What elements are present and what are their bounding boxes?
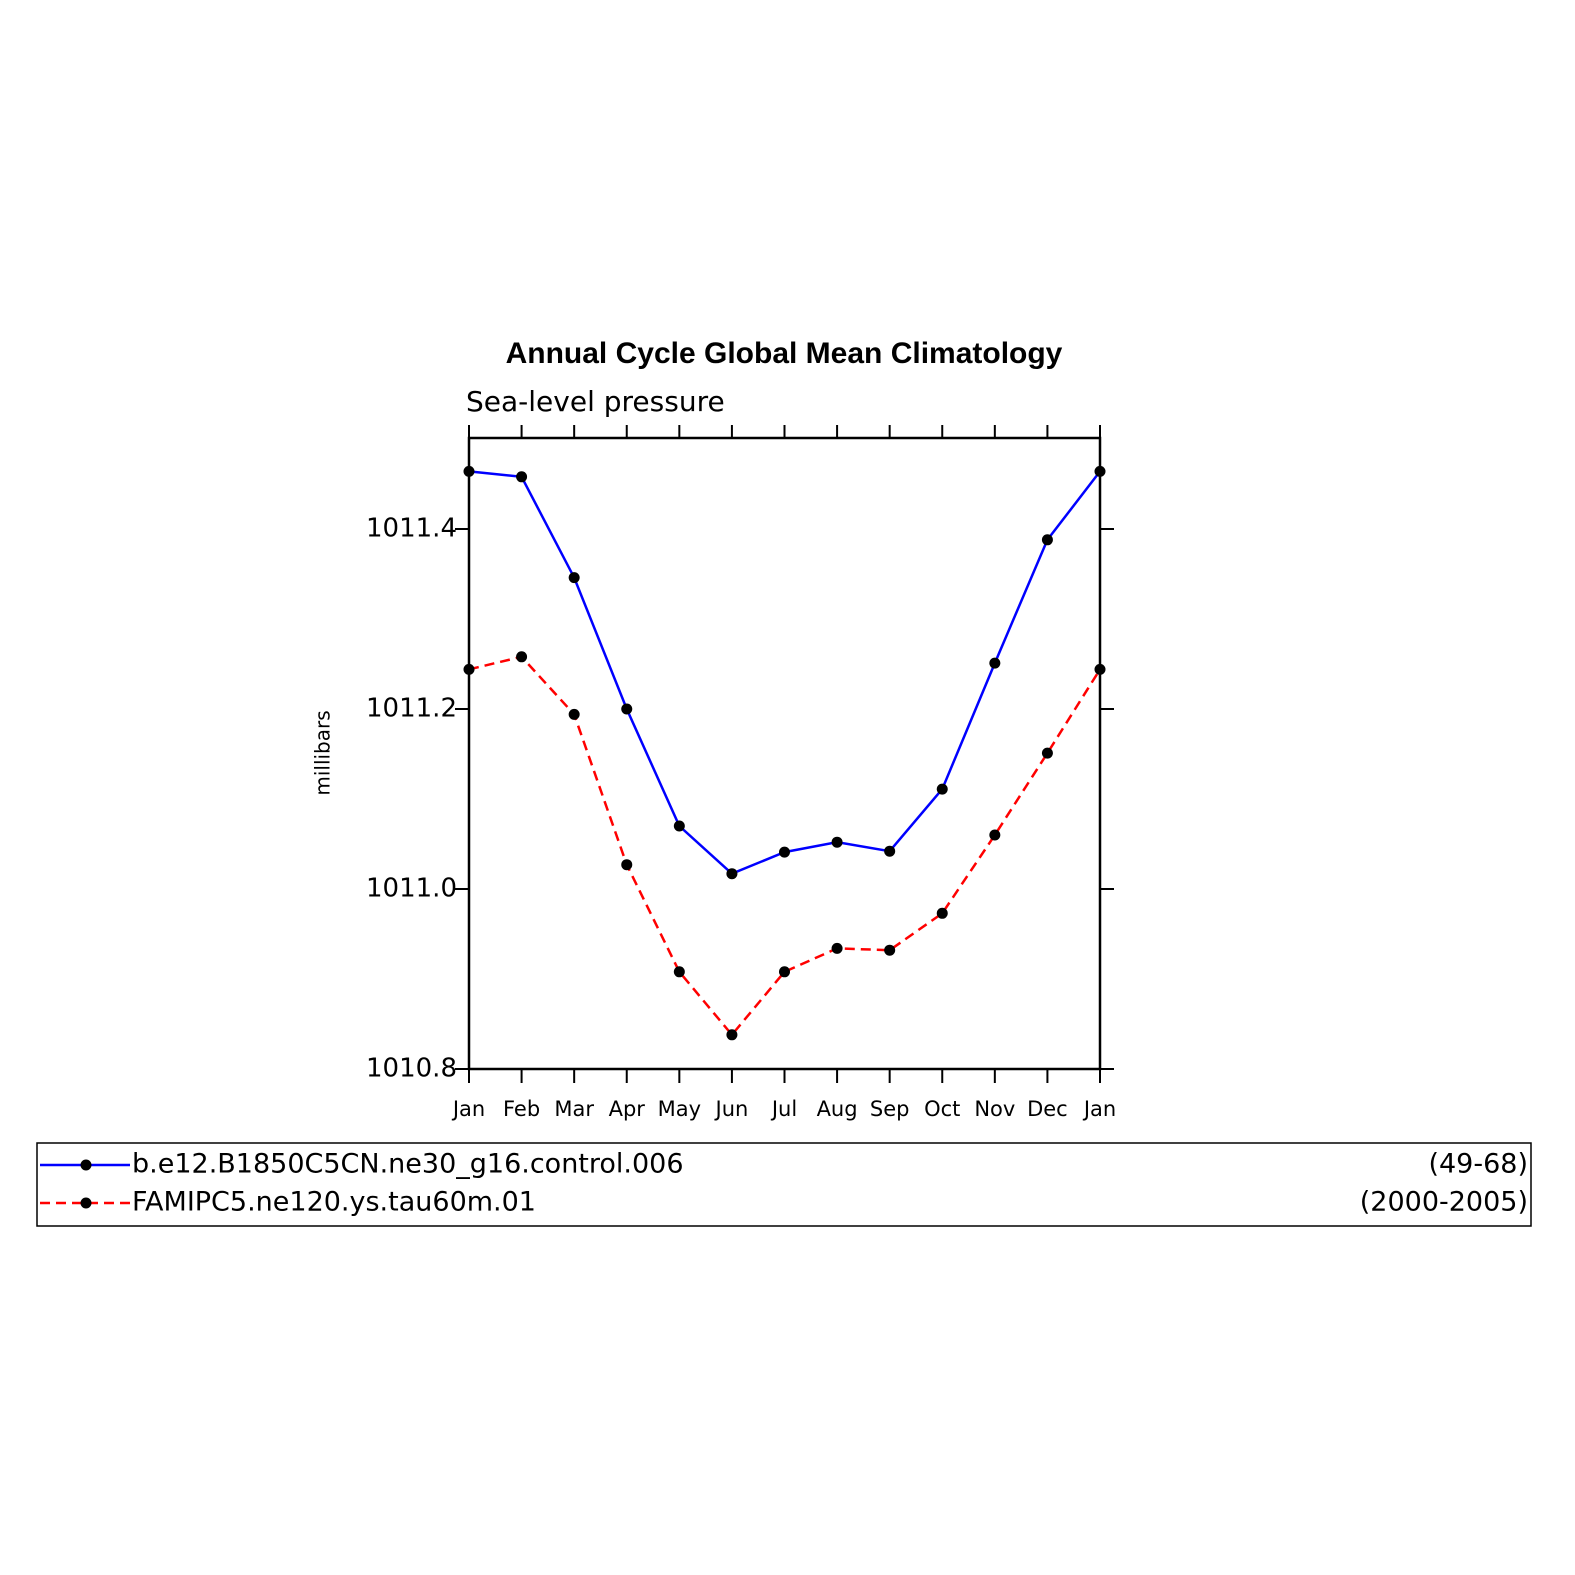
- x-tick-label: Jul: [770, 1097, 797, 1121]
- data-point: [831, 836, 843, 848]
- data-point: [1041, 747, 1053, 759]
- data-point: [779, 966, 790, 978]
- x-tick-label: Jun: [714, 1097, 749, 1121]
- chart-title: Annual Cycle Global Mean Climatology: [506, 337, 1063, 370]
- data-point: [673, 966, 685, 978]
- x-tick-label: Oct: [924, 1097, 960, 1121]
- x-tick-label: Jan: [451, 1097, 485, 1121]
- x-tick-label: Feb: [503, 1097, 540, 1121]
- y-axis-label: millibars: [311, 710, 335, 795]
- y-tick-label: 1011.0: [366, 874, 457, 904]
- x-tick-label: Apr: [609, 1097, 646, 1121]
- data-point: [726, 1029, 738, 1041]
- data-point: [621, 703, 633, 715]
- data-point: [1041, 534, 1053, 546]
- y-tick-label: 1010.8: [366, 1054, 457, 1084]
- data-point: [884, 944, 896, 956]
- data-point: [516, 471, 528, 483]
- y-tick-label: 1011.2: [366, 694, 457, 724]
- x-tick-label: May: [658, 1097, 701, 1121]
- data-point: [673, 820, 685, 832]
- legend-label: FAMIPC5.ne120.ys.tau60m.01: [132, 1187, 536, 1218]
- data-point: [884, 845, 896, 857]
- data-point: [621, 859, 633, 871]
- x-tick-label: Jan: [1082, 1097, 1116, 1121]
- legend-label: b.e12.B1850C5CN.ne30_g16.control.006: [132, 1149, 684, 1180]
- data-point: [568, 572, 580, 584]
- series-line: [468, 470, 1101, 876]
- y-tick-label: 1011.4: [366, 514, 457, 544]
- x-tick-label: Nov: [974, 1097, 1015, 1121]
- legend-marker: [80, 1159, 92, 1171]
- data-point: [936, 907, 948, 919]
- data-point: [463, 465, 475, 477]
- series-line: [468, 655, 1102, 1037]
- data-point: [516, 651, 528, 663]
- data-point: [779, 846, 790, 858]
- data-point: [1094, 663, 1106, 675]
- chart-subtitle: Sea-level pressure: [466, 385, 725, 418]
- legend-period: (2000-2005): [1360, 1187, 1528, 1218]
- x-tick-label: Dec: [1027, 1097, 1068, 1121]
- data-point: [989, 829, 1001, 841]
- data-point: [989, 657, 1001, 669]
- data-point: [726, 868, 738, 880]
- x-tick-label: Mar: [554, 1097, 594, 1121]
- legend-period: (49-68): [1428, 1149, 1528, 1180]
- data-point: [936, 783, 948, 795]
- data-point: [568, 708, 580, 720]
- data-point: [463, 663, 475, 675]
- x-tick-label: Sep: [870, 1097, 910, 1121]
- legend-marker: [80, 1197, 92, 1209]
- x-tick-label: Aug: [817, 1097, 858, 1121]
- data-point: [1094, 465, 1106, 477]
- legend-box: [36, 1142, 1532, 1227]
- data-point: [831, 942, 843, 954]
